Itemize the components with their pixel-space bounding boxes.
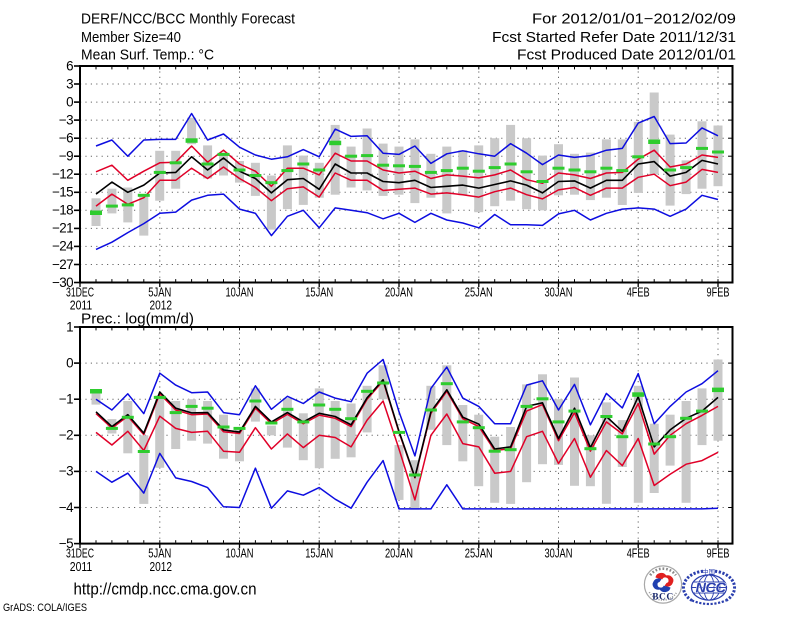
svg-text:−15: −15 bbox=[52, 185, 73, 200]
svg-text:6: 6 bbox=[66, 58, 73, 73]
svg-text:31DEC: 31DEC bbox=[66, 286, 94, 300]
svg-text:25JAN: 25JAN bbox=[465, 547, 493, 561]
svg-text:−3: −3 bbox=[59, 112, 73, 127]
svg-text:−4: −4 bbox=[59, 500, 74, 515]
svg-text:−30: −30 bbox=[52, 275, 73, 290]
svg-text:2011: 2011 bbox=[70, 560, 93, 574]
svg-text:15JAN: 15JAN bbox=[305, 547, 333, 561]
svg-text:10JAN: 10JAN bbox=[226, 286, 254, 300]
svg-text:For 2012/01/01−2012/02/09: For 2012/01/01−2012/02/09 bbox=[532, 12, 736, 28]
svg-text:9FEB: 9FEB bbox=[707, 547, 730, 561]
svg-text:5JAN: 5JAN bbox=[148, 547, 171, 561]
svg-text:Member Size=40: Member Size=40 bbox=[81, 30, 181, 46]
svg-text:30JAN: 30JAN bbox=[545, 286, 573, 300]
svg-text:20JAN: 20JAN bbox=[385, 286, 413, 300]
svg-text:中国: 中国 bbox=[702, 567, 715, 576]
svg-text:9FEB: 9FEB bbox=[707, 286, 730, 300]
svg-text:Prec.: log(mm/d): Prec.: log(mm/d) bbox=[81, 312, 194, 328]
svg-text:30JAN: 30JAN bbox=[545, 547, 573, 561]
svg-text:−27: −27 bbox=[52, 257, 73, 272]
svg-text:20JAN: 20JAN bbox=[385, 547, 413, 561]
svg-text:GrADS: COLA/IGES: GrADS: COLA/IGES bbox=[3, 602, 87, 614]
svg-text:NCC: NCC bbox=[696, 581, 727, 597]
svg-text:31DEC: 31DEC bbox=[66, 547, 94, 561]
svg-text:−18: −18 bbox=[52, 203, 73, 218]
svg-text:25JAN: 25JAN bbox=[465, 286, 493, 300]
svg-text:10JAN: 10JAN bbox=[226, 547, 254, 561]
svg-text:−5: −5 bbox=[59, 536, 73, 551]
svg-text:0: 0 bbox=[66, 355, 73, 370]
svg-text:−24: −24 bbox=[52, 239, 74, 254]
svg-text:http://cmdp.ncc.cma.gov.cn: http://cmdp.ncc.cma.gov.cn bbox=[74, 580, 257, 599]
svg-text:BCC: BCC bbox=[652, 593, 674, 603]
svg-text:1: 1 bbox=[66, 319, 73, 334]
svg-text:15JAN: 15JAN bbox=[305, 286, 333, 300]
svg-text:−12: −12 bbox=[52, 167, 73, 182]
svg-text:2012: 2012 bbox=[150, 299, 173, 313]
svg-text:−2: −2 bbox=[59, 428, 73, 443]
svg-text:−1: −1 bbox=[59, 392, 73, 407]
svg-text:3: 3 bbox=[66, 76, 73, 91]
svg-text:4FEB: 4FEB bbox=[627, 547, 650, 561]
svg-text:4FEB: 4FEB bbox=[627, 286, 650, 300]
svg-text:−3: −3 bbox=[59, 464, 73, 479]
svg-text:−9: −9 bbox=[59, 149, 73, 164]
svg-text:0: 0 bbox=[66, 94, 73, 109]
svg-text:DERF/NCC/BCC Monthly Forecast: DERF/NCC/BCC Monthly Forecast bbox=[81, 12, 295, 28]
svg-text:−21: −21 bbox=[52, 221, 73, 236]
svg-text:Fcst Started Refer Date 2011/1: Fcst Started Refer Date 2011/12/31 bbox=[492, 30, 736, 46]
svg-text:−6: −6 bbox=[59, 131, 73, 146]
svg-text:5JAN: 5JAN bbox=[148, 286, 171, 300]
svg-text:Mean Surf. Temp.: °C: Mean Surf. Temp.: °C bbox=[81, 48, 214, 64]
svg-text:2011: 2011 bbox=[70, 299, 93, 313]
svg-text:2012: 2012 bbox=[150, 560, 173, 574]
svg-text:Fcst Produced Date 2012/01/01: Fcst Produced Date 2012/01/01 bbox=[517, 48, 736, 64]
